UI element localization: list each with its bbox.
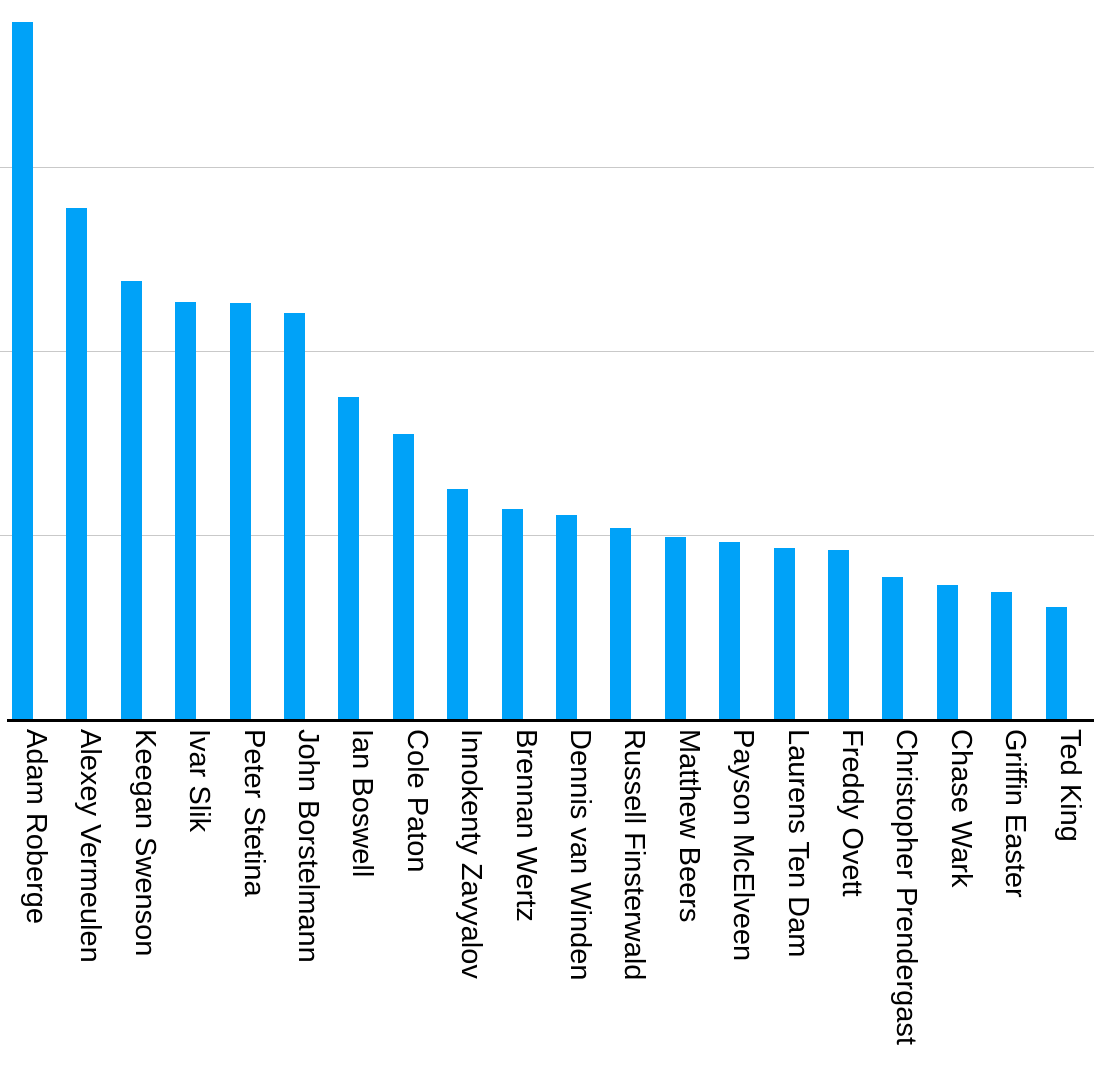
bar (392, 433, 414, 719)
bar (284, 312, 305, 719)
x-tick-label: Keegan Swenson (128, 729, 161, 957)
bar (66, 207, 88, 719)
x-tick-label: Payson McElveen (727, 729, 760, 962)
bar (773, 547, 795, 719)
bar (828, 549, 849, 719)
x-tick-label: Brennan Wertz (509, 729, 542, 922)
x-tick-label: John Borstelmann (292, 729, 324, 963)
x-tick-label: Laurens Ten Dam (781, 729, 814, 958)
bar (120, 281, 142, 719)
bar (991, 592, 1013, 719)
x-tick-label: Griffin Easter (999, 729, 1032, 898)
x-tick-label: Adam Roberge (20, 729, 52, 925)
x-tick-label: Matthew Beers (672, 729, 705, 923)
bar (12, 22, 33, 719)
bar (1045, 606, 1067, 719)
x-tick-label: Dennis van Winden (564, 729, 596, 981)
bar (936, 584, 958, 719)
x-tick-label: Christopher Prendergast (890, 729, 923, 1045)
gridline (0, 166, 1094, 168)
bar (338, 397, 360, 719)
bar (175, 301, 197, 719)
x-tick-label: Chase Wark (944, 729, 977, 888)
bar (664, 536, 686, 719)
bar (719, 542, 741, 719)
gridline (0, 534, 1094, 536)
x-tick-label: Alexey Vermeulen (74, 729, 107, 963)
bar (882, 577, 904, 719)
x-tick-label: Freddy Ovett (836, 729, 868, 897)
x-axis-line (7, 719, 1094, 722)
bar (556, 514, 577, 719)
x-tick-label: Ivar Slik (183, 729, 216, 833)
plot-area (0, 22, 1094, 722)
x-tick-label: Peter Stetina (237, 729, 270, 897)
gridline (0, 350, 1094, 352)
bar (229, 303, 251, 719)
x-tick-label: Ian Boswell (346, 729, 379, 878)
bar (501, 509, 523, 719)
x-tick-label: Russell Finsterwald (618, 729, 651, 981)
x-tick-label: Ted King (1053, 729, 1086, 842)
bar (447, 489, 469, 719)
bar (610, 527, 632, 719)
x-tick-label: Cole Paton (400, 729, 433, 873)
x-tick-label: Innokenty Zavyalov (455, 729, 488, 979)
